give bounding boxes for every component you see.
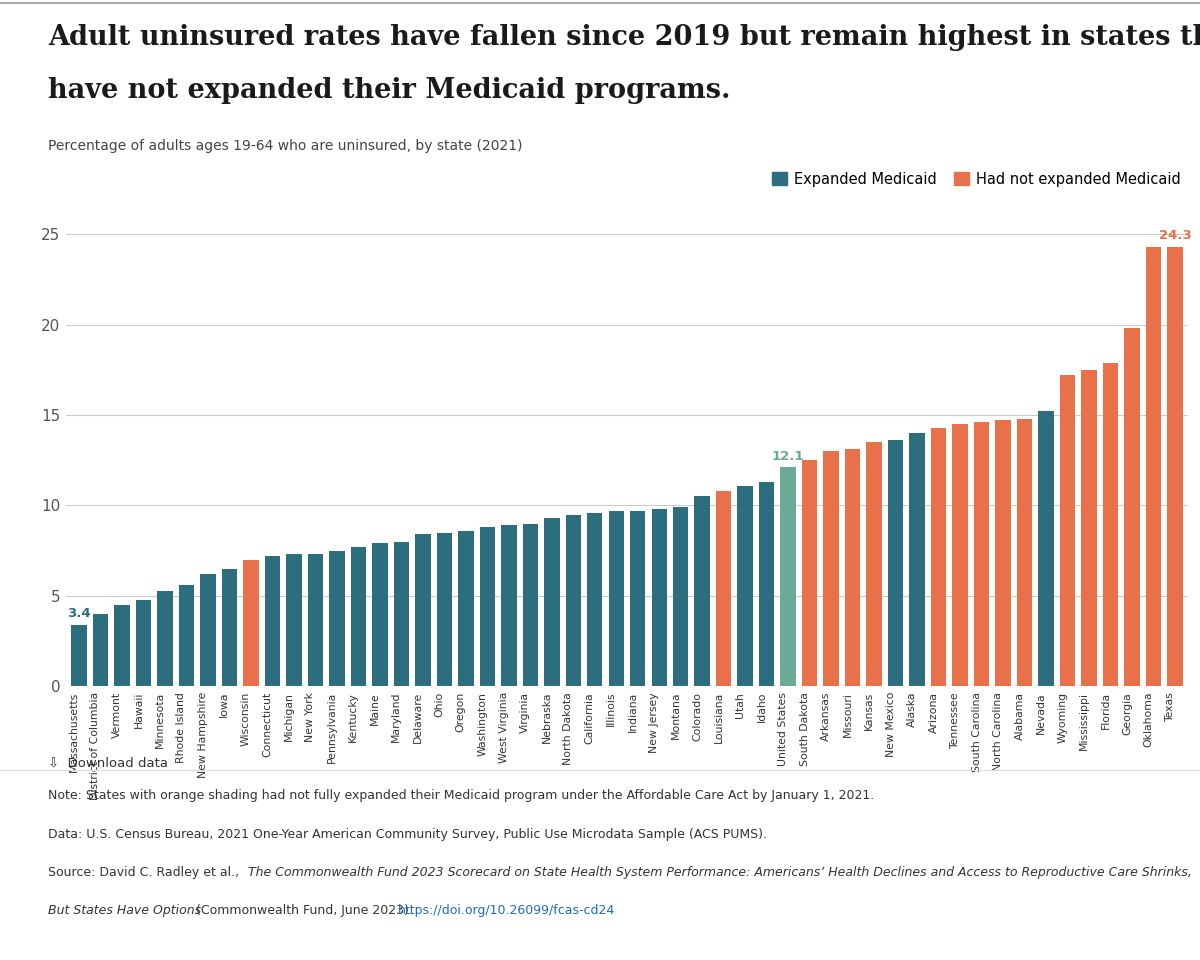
Bar	[780, 468, 796, 686]
Bar	[823, 451, 839, 686]
Text: 12.1: 12.1	[772, 450, 804, 463]
Text: Adult uninsured rates have fallen since 2019 but remain highest in states that: Adult uninsured rates have fallen since …	[48, 24, 1200, 51]
Legend: Expanded Medicaid, Had not expanded Medicaid: Expanded Medicaid, Had not expanded Medi…	[767, 166, 1187, 192]
Bar	[931, 428, 947, 686]
Bar	[673, 507, 689, 686]
Bar	[179, 585, 194, 686]
Text: Source: David C. Radley et al.,: Source: David C. Radley et al.,	[48, 866, 244, 879]
Bar	[244, 560, 258, 686]
Bar	[458, 531, 474, 686]
Bar	[114, 605, 130, 686]
Bar	[372, 543, 388, 686]
Bar	[845, 449, 860, 686]
Bar	[480, 527, 496, 686]
Bar	[888, 441, 904, 686]
Bar	[695, 496, 710, 686]
Bar	[1016, 419, 1032, 686]
Bar	[307, 554, 323, 686]
Bar	[608, 511, 624, 686]
Bar	[437, 533, 452, 686]
Text: (Commonwealth Fund, June 2023).: (Commonwealth Fund, June 2023).	[192, 904, 416, 918]
Bar	[738, 486, 752, 686]
Bar	[587, 513, 602, 686]
Text: https://doi.org/10.26099/fcas-cd24: https://doi.org/10.26099/fcas-cd24	[397, 904, 614, 918]
Bar	[222, 568, 238, 686]
Text: have not expanded their Medicaid programs.: have not expanded their Medicaid program…	[48, 77, 731, 104]
Text: Percentage of adults ages 19-64 who are uninsured, by state (2021): Percentage of adults ages 19-64 who are …	[48, 139, 522, 154]
Bar	[415, 535, 431, 686]
Bar	[1060, 375, 1075, 686]
Bar	[394, 541, 409, 686]
Bar	[1081, 370, 1097, 686]
Bar	[350, 547, 366, 686]
Bar	[92, 614, 108, 686]
Bar	[522, 523, 538, 686]
Bar	[565, 515, 581, 686]
Bar	[802, 460, 817, 686]
Bar	[758, 482, 774, 686]
Bar	[157, 590, 173, 686]
Bar	[953, 424, 968, 686]
Bar	[200, 574, 216, 686]
Bar	[652, 509, 667, 686]
Bar	[910, 433, 925, 686]
Text: 3.4: 3.4	[67, 608, 91, 620]
Bar	[544, 518, 559, 686]
Bar	[996, 420, 1010, 686]
Bar	[974, 422, 989, 686]
Bar	[1124, 328, 1140, 686]
Text: 24.3: 24.3	[1159, 229, 1192, 242]
Bar	[1038, 412, 1054, 686]
Text: ⇩  Download data: ⇩ Download data	[48, 756, 168, 770]
Bar	[716, 491, 732, 686]
Bar	[136, 600, 151, 686]
Text: Data: U.S. Census Bureau, 2021 One-Year American Community Survey, Public Use Mi: Data: U.S. Census Bureau, 2021 One-Year …	[48, 828, 767, 841]
Bar	[265, 556, 280, 686]
Bar	[1103, 363, 1118, 686]
Bar	[866, 443, 882, 686]
Bar	[1146, 247, 1162, 686]
Bar	[286, 554, 301, 686]
Text: But States Have Options: But States Have Options	[48, 904, 202, 918]
Bar	[329, 551, 344, 686]
Bar	[502, 525, 516, 686]
Text: The Commonwealth Fund 2023 Scorecard on State Health System Performance: America: The Commonwealth Fund 2023 Scorecard on …	[247, 866, 1192, 879]
Bar	[71, 625, 86, 686]
Bar	[630, 511, 646, 686]
Bar	[1168, 247, 1183, 686]
Text: Note: States with orange shading had not fully expanded their Medicaid program u: Note: States with orange shading had not…	[48, 789, 875, 803]
